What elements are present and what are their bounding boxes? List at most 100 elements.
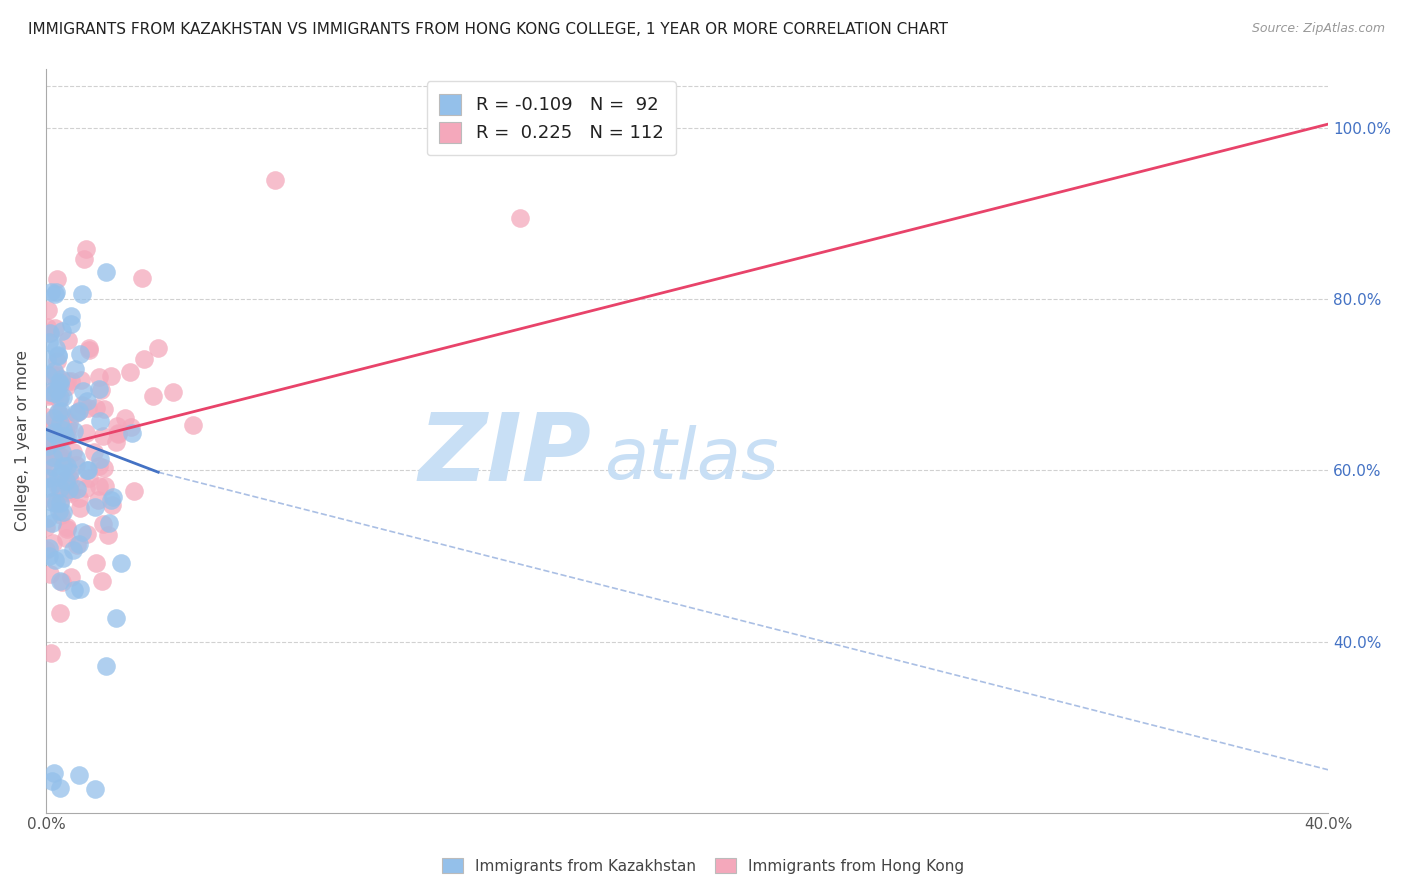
Point bbox=[94, 265, 117, 279]
Point bbox=[41, 479, 63, 493]
Point bbox=[42, 432, 65, 446]
Point bbox=[264, 173, 287, 187]
Point bbox=[45, 368, 67, 382]
Point bbox=[146, 341, 169, 355]
Point bbox=[46, 348, 69, 362]
Point bbox=[39, 285, 62, 299]
Point bbox=[69, 582, 91, 596]
Point bbox=[45, 353, 67, 368]
Point bbox=[105, 418, 128, 433]
Point bbox=[48, 495, 70, 509]
Point bbox=[35, 452, 58, 467]
Point bbox=[49, 574, 72, 589]
Point bbox=[51, 412, 73, 426]
Point bbox=[44, 413, 66, 427]
Point bbox=[65, 406, 87, 420]
Text: IMMIGRANTS FROM KAZAKHSTAN VS IMMIGRANTS FROM HONG KONG COLLEGE, 1 YEAR OR MORE : IMMIGRANTS FROM KAZAKHSTAN VS IMMIGRANTS… bbox=[28, 22, 948, 37]
Point bbox=[46, 478, 69, 492]
Point bbox=[103, 490, 125, 504]
Point bbox=[38, 541, 60, 555]
Point bbox=[48, 375, 70, 389]
Point bbox=[56, 334, 79, 348]
Point bbox=[41, 368, 63, 382]
Point bbox=[55, 459, 77, 474]
Point bbox=[89, 452, 111, 467]
Point bbox=[105, 434, 128, 449]
Point bbox=[87, 369, 110, 384]
Point bbox=[35, 520, 58, 534]
Point bbox=[132, 352, 155, 367]
Point bbox=[42, 536, 65, 550]
Point bbox=[104, 611, 127, 625]
Point bbox=[48, 481, 70, 495]
Point bbox=[83, 445, 105, 459]
Point bbox=[70, 397, 93, 411]
Point bbox=[52, 505, 75, 519]
Point bbox=[122, 483, 145, 498]
Point bbox=[44, 385, 66, 400]
Point bbox=[91, 429, 114, 443]
Point bbox=[44, 320, 66, 334]
Point bbox=[45, 383, 67, 397]
Point bbox=[87, 479, 110, 493]
Point bbox=[38, 469, 60, 483]
Text: atlas: atlas bbox=[603, 425, 779, 493]
Point bbox=[44, 425, 66, 439]
Point bbox=[55, 473, 77, 487]
Point bbox=[142, 389, 165, 403]
Point bbox=[41, 495, 63, 509]
Point bbox=[59, 483, 82, 498]
Point bbox=[70, 525, 93, 540]
Point bbox=[107, 426, 129, 441]
Point bbox=[87, 458, 110, 473]
Point bbox=[70, 373, 93, 387]
Point bbox=[48, 433, 70, 447]
Point bbox=[97, 528, 120, 542]
Point bbox=[51, 450, 73, 464]
Point bbox=[48, 504, 70, 518]
Point bbox=[48, 393, 70, 408]
Point bbox=[41, 388, 63, 402]
Point bbox=[52, 390, 75, 404]
Point bbox=[121, 425, 143, 440]
Point bbox=[67, 403, 90, 417]
Point bbox=[44, 419, 66, 434]
Point bbox=[69, 347, 91, 361]
Point bbox=[44, 552, 66, 566]
Point bbox=[45, 438, 67, 452]
Point bbox=[93, 401, 115, 416]
Point bbox=[75, 426, 97, 441]
Point bbox=[46, 406, 69, 420]
Legend: Immigrants from Kazakhstan, Immigrants from Hong Kong: Immigrants from Kazakhstan, Immigrants f… bbox=[436, 852, 970, 880]
Point bbox=[55, 519, 77, 533]
Point bbox=[93, 461, 115, 475]
Point bbox=[100, 492, 122, 507]
Point bbox=[45, 496, 67, 510]
Point bbox=[89, 382, 111, 396]
Point bbox=[91, 574, 114, 589]
Point bbox=[39, 646, 62, 660]
Text: Source: ZipAtlas.com: Source: ZipAtlas.com bbox=[1251, 22, 1385, 36]
Point bbox=[110, 556, 132, 570]
Point bbox=[41, 516, 63, 531]
Point bbox=[52, 423, 75, 437]
Point bbox=[58, 415, 80, 429]
Point bbox=[66, 483, 89, 497]
Point bbox=[55, 531, 77, 545]
Point bbox=[35, 352, 58, 367]
Point bbox=[83, 782, 105, 797]
Point bbox=[58, 420, 80, 434]
Point bbox=[59, 465, 82, 479]
Point bbox=[42, 494, 65, 508]
Point bbox=[37, 368, 59, 383]
Point bbox=[44, 443, 66, 458]
Point bbox=[97, 516, 120, 530]
Point bbox=[41, 773, 63, 788]
Point bbox=[77, 341, 100, 355]
Point bbox=[77, 343, 100, 358]
Point bbox=[65, 451, 87, 466]
Point bbox=[56, 429, 79, 443]
Point bbox=[41, 440, 63, 454]
Point bbox=[44, 411, 66, 425]
Point bbox=[37, 389, 59, 403]
